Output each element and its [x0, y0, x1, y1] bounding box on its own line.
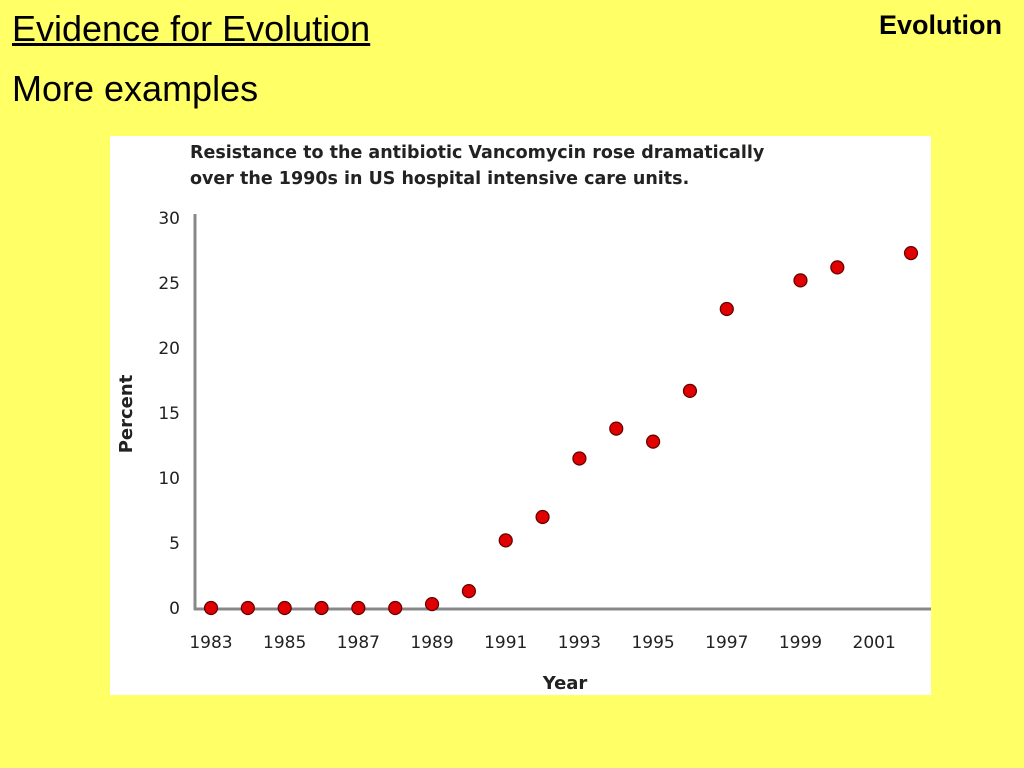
- data-point: [793, 273, 808, 288]
- data-point: [240, 600, 255, 616]
- data-point: [388, 600, 403, 616]
- data-point: [609, 421, 624, 436]
- x-tick-label: 1985: [263, 633, 306, 653]
- y-axis-label: Percent: [116, 374, 137, 453]
- data-point: [498, 533, 513, 548]
- y-tick-label: 10: [158, 469, 180, 489]
- chart-svg: Resistance to the antibiotic Vancomycin …: [116, 143, 931, 694]
- y-tick-label: 25: [158, 274, 180, 294]
- x-tick-label: 1993: [558, 633, 601, 653]
- data-point: [646, 434, 661, 449]
- chart-title-line-2: over the 1990s in US hospital intensive …: [190, 169, 689, 189]
- x-tick-label: 1997: [705, 633, 748, 653]
- data-point: [719, 301, 734, 317]
- data-point: [461, 584, 476, 599]
- y-tick-labels: 0 5 10 15 20 25 30: [158, 209, 180, 619]
- y-tick-label: 0: [169, 599, 180, 619]
- data-point: [535, 509, 550, 525]
- data-point: [830, 260, 845, 275]
- x-tick-label: 1987: [337, 633, 380, 653]
- slide-title: Evidence for Evolution: [12, 8, 371, 49]
- y-tick-label: 20: [158, 339, 180, 359]
- y-tick-label: 5: [169, 534, 180, 554]
- data-points: [203, 245, 919, 616]
- x-tick-label: 1999: [779, 633, 822, 653]
- x-tick-label: 1989: [410, 633, 453, 653]
- slide-subtitle: More examples: [12, 68, 259, 109]
- data-point: [314, 600, 329, 616]
- x-tick-label: 1983: [189, 633, 232, 653]
- chart-panel: Resistance to the antibiotic Vancomycin …: [110, 136, 931, 695]
- data-point: [903, 245, 919, 261]
- x-tick-label: 1991: [484, 633, 527, 653]
- corner-label: Evolution: [879, 10, 1002, 40]
- data-point: [277, 600, 292, 616]
- x-tick-label: 2001: [853, 633, 896, 653]
- x-tick-label: 1995: [631, 633, 674, 653]
- chart-title: Resistance to the antibiotic Vancomycin …: [190, 143, 765, 189]
- x-axis-label: Year: [542, 673, 588, 694]
- data-point: [682, 383, 698, 398]
- chart-title-line-1: Resistance to the antibiotic Vancomycin …: [190, 143, 765, 163]
- data-point: [203, 600, 219, 616]
- x-tick-labels: 1983 1985 1987 1989 1991 1993 1995 1997 1999 2001: [189, 633, 895, 653]
- data-point: [351, 600, 366, 616]
- data-point: [572, 451, 587, 466]
- y-tick-label: 15: [158, 404, 180, 424]
- y-tick-label: 30: [158, 209, 180, 229]
- data-point: [424, 597, 440, 612]
